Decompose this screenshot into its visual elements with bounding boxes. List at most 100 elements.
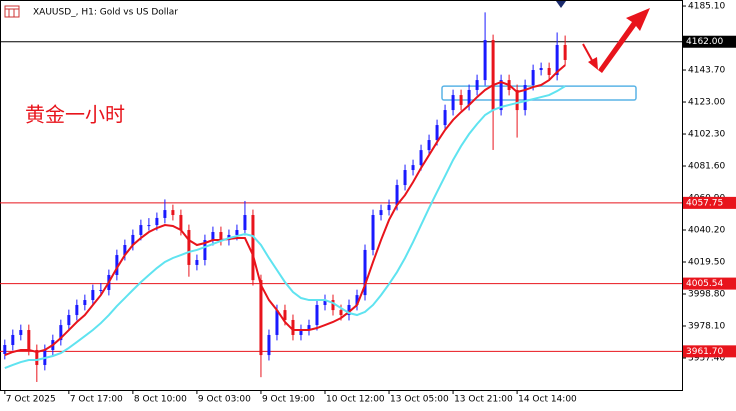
candle-body <box>195 260 199 265</box>
candle-body <box>91 289 95 301</box>
candle-body <box>99 289 103 291</box>
candle-body <box>171 210 175 216</box>
candle-body <box>243 215 247 231</box>
candle-body <box>283 310 287 320</box>
candle-body <box>467 89 471 105</box>
x-tick-label: 13 Oct 21:00 <box>454 395 513 405</box>
candle-body <box>291 319 295 335</box>
candle-body <box>59 325 63 341</box>
symbol-icon <box>4 5 20 18</box>
candle-body <box>211 232 215 241</box>
candle-body <box>323 300 327 305</box>
y-tick-label: 4185.10 <box>688 2 725 12</box>
candle-body <box>427 140 431 151</box>
candle-body <box>35 349 39 365</box>
y-tick-label: 3998.80 <box>688 290 725 300</box>
candle-body <box>83 300 87 305</box>
candle-body <box>187 230 191 265</box>
candle-body <box>331 300 335 311</box>
x-tick-label: 10 Oct 12:00 <box>326 395 385 405</box>
x-tick-label: 9 Oct 19:00 <box>262 395 315 405</box>
moving-average <box>4 64 566 356</box>
candle-body <box>115 255 119 275</box>
candle-body <box>419 150 423 166</box>
candle-body <box>259 280 263 356</box>
candle-body <box>275 310 279 335</box>
candle-body <box>483 40 487 81</box>
candle-body <box>371 215 375 250</box>
candle-body <box>499 80 503 111</box>
y-tick-label: 3957.40 <box>688 354 725 364</box>
y-tick-label: 3978.10 <box>688 322 725 332</box>
trend-arrows <box>582 8 650 73</box>
candle-body <box>11 334 15 346</box>
candle-body <box>387 204 391 211</box>
candle-body <box>379 210 383 216</box>
x-tick-label: 14 Oct 14:00 <box>518 395 577 405</box>
candle-body <box>131 234 135 246</box>
y-tick-label: 4123.00 <box>688 98 725 108</box>
candle-body <box>363 249 367 296</box>
chart-title: XAUUSD_, H1: Gold vs US Dollar <box>33 8 178 18</box>
price-label: 4005.54 <box>686 279 723 289</box>
candle-body <box>203 240 207 260</box>
candle-body <box>515 89 519 111</box>
candle-body <box>395 185 399 205</box>
candle-body <box>27 330 31 350</box>
candle-body <box>435 125 439 141</box>
y-tick-label: 4143.70 <box>688 66 725 76</box>
candle-body <box>179 215 183 231</box>
candle-body <box>459 95 463 105</box>
price-label: 4162.00 <box>686 37 723 47</box>
candle-body <box>139 225 143 235</box>
candle-body <box>155 217 159 226</box>
candle-body <box>523 85 527 111</box>
candle-body <box>347 304 351 316</box>
candle-body <box>307 325 311 331</box>
x-tick-label: 7 Oct 2025 <box>6 395 56 405</box>
x-tick-label: 8 Oct 10:00 <box>134 395 187 405</box>
candle-body <box>491 40 495 111</box>
candle-body <box>75 304 79 316</box>
candle-body <box>267 334 271 356</box>
moving-average <box>4 85 566 369</box>
candle-body <box>299 330 303 335</box>
candle-body <box>563 44 567 60</box>
candle-body <box>251 215 255 281</box>
x-tick-label: 9 Oct 03:00 <box>198 395 251 405</box>
candle-body <box>547 68 551 75</box>
candle-body <box>163 210 167 218</box>
candle-body <box>355 295 359 305</box>
y-tick-label: 4019.50 <box>688 258 725 268</box>
candle-body <box>539 68 543 71</box>
price-label-bg <box>683 277 736 290</box>
candle-body <box>339 310 343 316</box>
candle-body <box>315 304 319 326</box>
candle-body <box>403 170 407 186</box>
y-tick-label: 4102.30 <box>688 130 725 140</box>
price-label-bg <box>683 35 736 48</box>
price-label-bg <box>683 196 736 209</box>
price-label-bg <box>683 345 736 358</box>
current-marker <box>556 1 566 8</box>
candle-body <box>219 232 223 241</box>
y-tick-label: 4040.20 <box>688 226 725 236</box>
candle-body <box>19 330 23 335</box>
candle-body <box>531 70 535 86</box>
annotation: 黄金一小时 <box>25 103 125 127</box>
candle-body <box>451 95 455 111</box>
price-label: 4057.75 <box>686 198 723 208</box>
x-tick-label: 7 Oct 17:00 <box>70 395 123 405</box>
candle-body <box>123 245 127 256</box>
x-tick-label: 13 Oct 05:00 <box>390 395 449 405</box>
candle-body <box>235 230 239 235</box>
candle-body <box>147 225 151 227</box>
candle-body <box>475 80 479 90</box>
candle-body <box>443 110 447 126</box>
y-tick-label: 4081.60 <box>688 162 725 172</box>
candle-body <box>411 165 415 171</box>
candle-body <box>555 44 559 75</box>
plot <box>0 12 682 382</box>
